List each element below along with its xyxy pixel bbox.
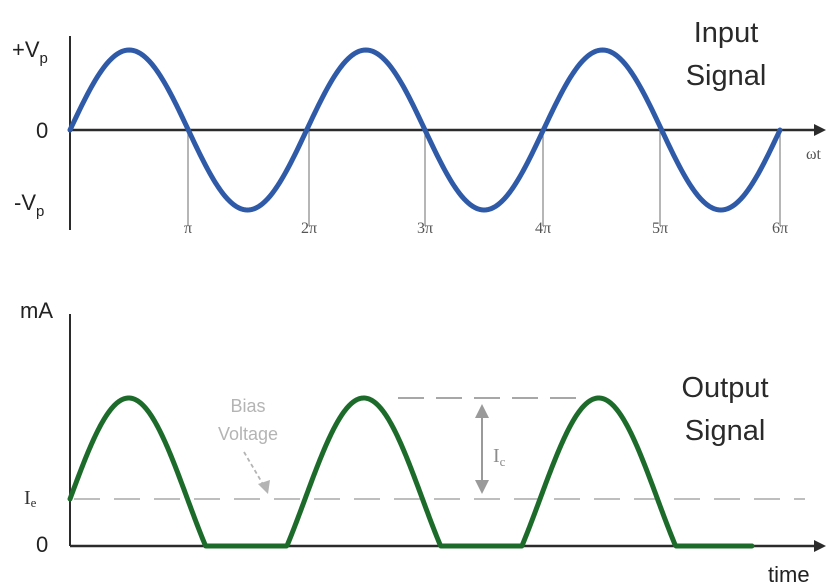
- tick-label-5pi: 5π: [652, 220, 668, 237]
- bias-annotation-line1: Bias: [230, 396, 265, 416]
- ic-label: Ic: [493, 445, 506, 469]
- input-title-line2: Signal: [686, 60, 767, 92]
- tick-label-6pi: 6π: [772, 220, 788, 237]
- output-y-label-bias: Ie: [24, 487, 37, 510]
- output-x-axis-arrowhead: [814, 540, 826, 552]
- tick-label-pi: π: [184, 220, 192, 237]
- input-sine-wave: [67, 47, 783, 213]
- tick-label-4pi: 4π: [535, 220, 551, 237]
- input-guide-lines: [187, 130, 781, 226]
- ic-arrow-down: [475, 480, 489, 494]
- input-x-axis-arrowhead: [814, 124, 826, 136]
- tick-label-2pi: 2π: [301, 220, 317, 237]
- output-y-label-zero: 0: [36, 532, 48, 557]
- ic-arrow-up: [475, 404, 489, 418]
- output-title-line1: Output: [681, 372, 768, 404]
- input-y-label-neg: -Vp: [14, 190, 44, 220]
- output-x-axis-label: time: [768, 562, 810, 586]
- bias-annotation-pointer: [243, 451, 265, 487]
- input-x-axis-label: ωt: [806, 146, 822, 163]
- output-rectified-wave: [67, 395, 755, 549]
- bias-annotation-line2: Voltage: [218, 424, 278, 444]
- input-y-label-zero: 0: [36, 118, 48, 143]
- bias-annotation-arrowhead: [258, 480, 270, 494]
- input-signal-panel: +Vp 0 -Vp ωt π 2π 3π 4π 5π 6π Input Sign…: [12, 17, 826, 237]
- tick-label-3pi: 3π: [417, 220, 433, 237]
- output-title-line2: Signal: [685, 415, 766, 447]
- input-y-label-pos: +Vp: [12, 37, 48, 67]
- output-signal-panel: Ic Bias Voltage mA Ie 0 time Output Sign…: [20, 298, 826, 586]
- input-title-line1: Input: [694, 17, 759, 49]
- output-y-axis-label: mA: [20, 298, 53, 323]
